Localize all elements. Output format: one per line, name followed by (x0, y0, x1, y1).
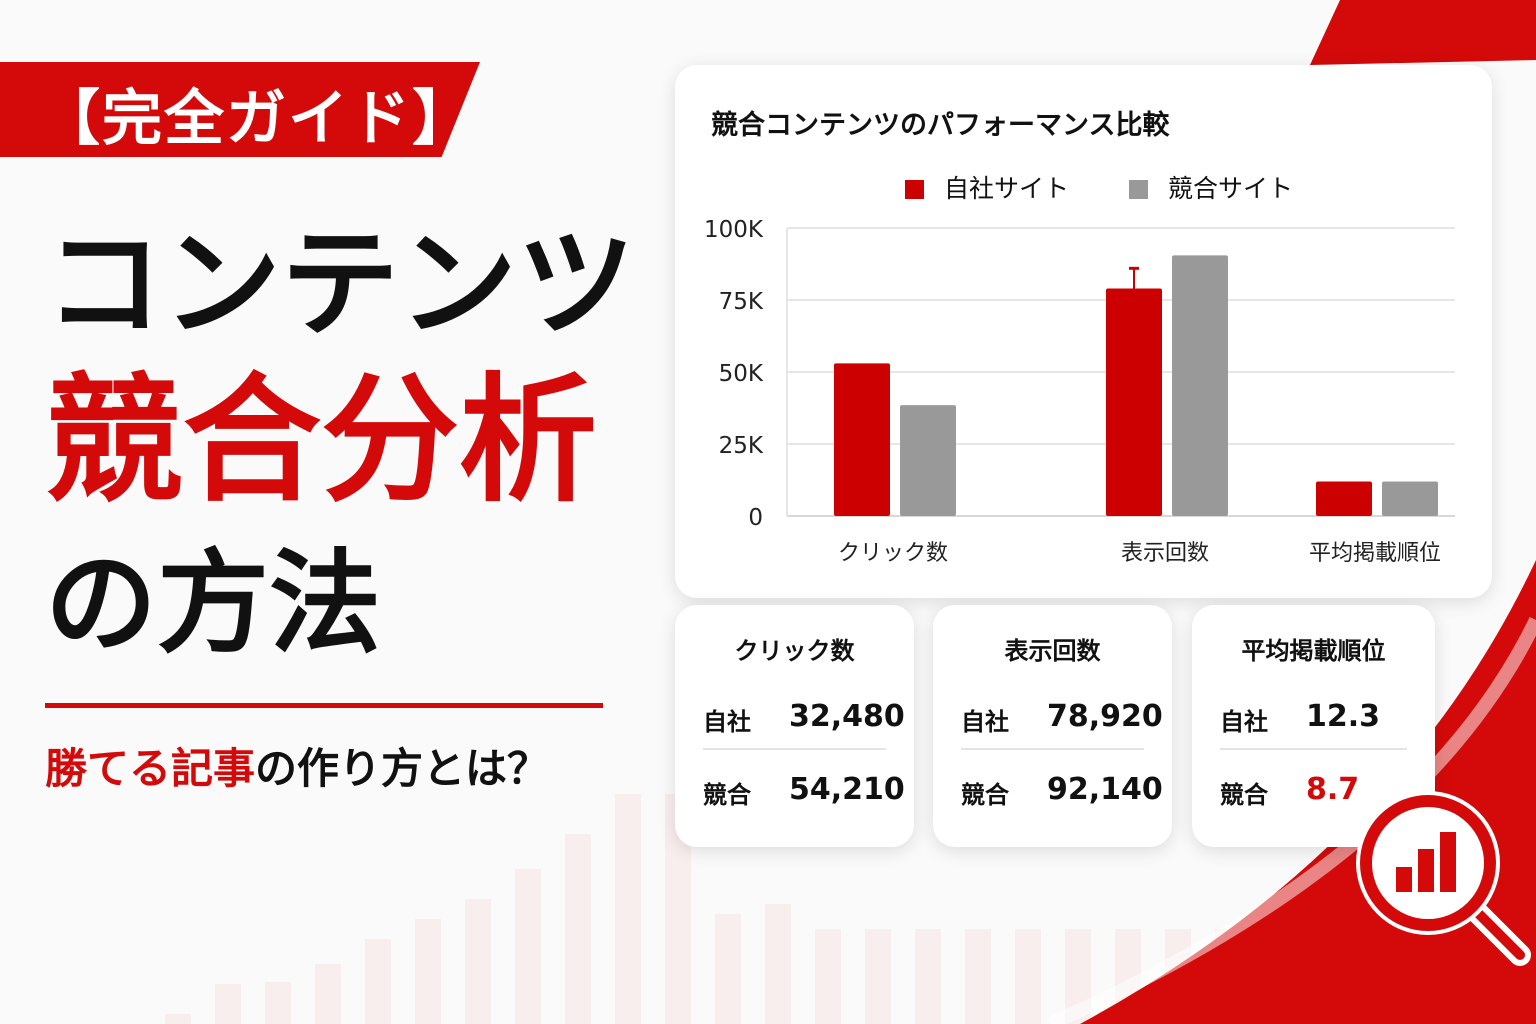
comp-value: 8.7 (1306, 772, 1360, 807)
bar (1382, 481, 1438, 516)
stat-comp-row: 競合 54,210 (703, 772, 905, 810)
subtitle-rest: の作り方とは？ (255, 744, 550, 793)
own-label: 自社 (961, 708, 1009, 736)
stat-divider (1220, 748, 1407, 750)
own-value: 32,480 (789, 699, 905, 734)
faded-bar (1015, 929, 1041, 1024)
guide-banner: 【完全ガイド】 (0, 62, 480, 157)
comp-label: 競合 (703, 781, 751, 809)
bar (1316, 481, 1372, 516)
faded-bar (165, 1014, 191, 1024)
stat-title: 平均掲載順位 (1241, 637, 1386, 665)
legend-own: 自社サイト (905, 169, 1069, 205)
comp-label: 競合 (961, 781, 1009, 809)
faded-bar (415, 919, 441, 1024)
stat-title: クリック数 (734, 637, 855, 665)
legend-swatch-competitor (1129, 180, 1149, 199)
stat-own-row: 自社 78,920 (961, 699, 1163, 737)
stat-comp-row: 競合 92,140 (961, 772, 1163, 810)
stat-comp-row: 競合 8.7 (1220, 772, 1359, 810)
faded-bar (365, 939, 391, 1024)
faded-bar (965, 929, 991, 1024)
legend-label-competitor: 競合サイト (1168, 174, 1294, 203)
bar (900, 405, 956, 516)
y-tick-label: 0 (748, 505, 763, 531)
x-tick-label: 表示回数 (1121, 541, 1209, 566)
faded-bar (565, 834, 591, 1024)
own-label: 自社 (703, 708, 751, 736)
faded-bar (865, 929, 891, 1024)
own-label: 自社 (1220, 708, 1268, 736)
legend-competitor: 競合サイト (1129, 169, 1293, 205)
stat-card-clicks: クリック数 自社 32,480 競合 54,210 (675, 605, 914, 847)
stat-card-impressions: 表示回数 自社 78,920 競合 92,140 (933, 605, 1172, 847)
x-tick-label: クリック数 (838, 541, 948, 566)
stat-title: 表示回数 (1004, 637, 1101, 665)
comp-value: 92,140 (1047, 772, 1163, 807)
divider (45, 703, 603, 708)
faded-bar (265, 982, 291, 1024)
y-tick-label: 100K (704, 217, 764, 243)
faded-bar (815, 929, 841, 1024)
own-value: 78,920 (1047, 699, 1163, 734)
legend-swatch-own (905, 180, 924, 199)
y-tick-label: 50K (719, 361, 764, 387)
bar (834, 363, 890, 516)
legend-label-own: 自社サイト (944, 174, 1070, 203)
faded-bar (215, 984, 241, 1024)
magnifier-bar-chart-icon (1356, 791, 1531, 966)
stat-own-row: 自社 12.3 (1220, 699, 1380, 737)
legend: 自社サイト 競合サイト (905, 169, 1293, 205)
stat-divider (703, 748, 886, 750)
bar (1172, 255, 1228, 517)
bar (1106, 288, 1162, 516)
title-line-1: コンテンツ (45, 215, 636, 353)
faded-bar (915, 929, 941, 1024)
title-line-2: 競合分析 (45, 360, 598, 521)
title-line-3: の方法 (45, 539, 381, 669)
faded-bar (515, 869, 541, 1024)
y-tick-label: 75K (719, 289, 764, 315)
faded-bar (765, 904, 791, 1024)
stat-divider (961, 748, 1144, 750)
subtitle-highlight: 勝てる記事 (45, 744, 256, 793)
bar-plot: 0 25K 50K 75K 100K クリック数 表示回数 平均掲載順位 (704, 217, 1455, 566)
faded-bar (315, 964, 341, 1024)
stat-card-rank: 平均掲載順位 自社 12.3 競合 8.7 (1192, 605, 1435, 847)
own-value: 12.3 (1306, 699, 1381, 734)
comp-label: 競合 (1220, 781, 1268, 809)
subtitle: 勝てる記事の作り方とは？ (45, 735, 549, 796)
x-tick-label: 平均掲載順位 (1309, 541, 1441, 566)
faded-bar (615, 794, 641, 1024)
faded-bar (465, 899, 491, 1024)
faded-bar (715, 914, 741, 1024)
comp-value: 54,210 (789, 772, 905, 807)
chart-title: 競合コンテンツのパフォーマンス比較 (711, 110, 1170, 141)
y-tick-label: 25K (719, 433, 764, 459)
chart-card: 競合コンテンツのパフォーマンス比較 自社サイト 競合サイト 0 25K 50K 75K… (675, 65, 1492, 598)
stat-own-row: 自社 32,480 (703, 699, 905, 737)
